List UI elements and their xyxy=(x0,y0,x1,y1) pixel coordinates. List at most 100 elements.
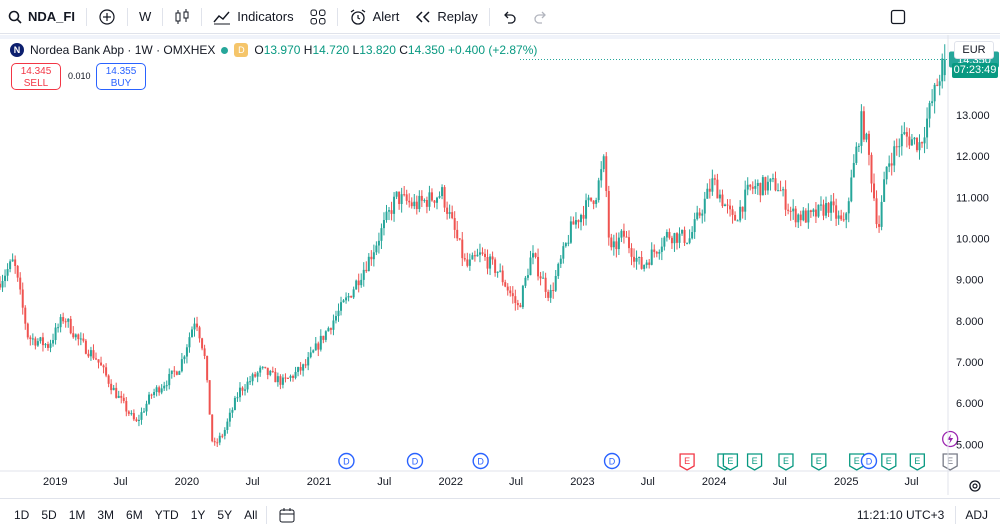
x-tick-label: 2024 xyxy=(702,476,726,488)
x-tick-label: 2020 xyxy=(175,476,199,488)
candle-body xyxy=(155,387,158,393)
earnings-marker-label: E xyxy=(886,456,892,466)
candle-body xyxy=(77,334,80,340)
candle-body xyxy=(317,343,320,350)
replay-button[interactable]: Replay xyxy=(407,0,485,34)
candle-body xyxy=(26,323,29,338)
candle-body xyxy=(125,400,128,412)
candle-body xyxy=(731,209,734,215)
candle-body xyxy=(830,201,833,213)
search-icon xyxy=(8,10,22,24)
timeframe-all[interactable]: All xyxy=(244,507,258,522)
undo-icon xyxy=(503,11,516,24)
redo-icon xyxy=(534,11,546,24)
candle-body xyxy=(787,209,790,211)
legend-title[interactable]: Nordea Bank Abp · 1W · OMXHEX xyxy=(30,43,216,57)
buy-button[interactable]: 14.355 BUY xyxy=(96,63,146,90)
market-status-dot[interactable] xyxy=(221,46,229,54)
candle-body xyxy=(622,230,625,237)
candle-body xyxy=(819,204,822,206)
earnings-marker xyxy=(746,453,763,471)
candle-body xyxy=(259,367,262,373)
interval-button[interactable]: W xyxy=(131,0,159,34)
redo-button[interactable] xyxy=(525,0,557,34)
candle-body xyxy=(678,233,681,243)
candle-body xyxy=(741,206,744,212)
candle-body xyxy=(857,145,860,147)
candle-body xyxy=(218,435,221,443)
timeframe-1d[interactable]: 1D xyxy=(14,507,30,522)
candle-body xyxy=(908,136,911,146)
candle-body xyxy=(539,276,542,279)
candle-body xyxy=(943,59,946,76)
fullscreen-button[interactable] xyxy=(882,0,914,34)
candle-body xyxy=(921,142,924,144)
candle-body xyxy=(127,411,130,414)
x-tick-label: Jul xyxy=(905,476,919,488)
price-chart[interactable]: DDDDEEEEEEEDEEE 5.0006.0007.0008.0009.00… xyxy=(0,35,1000,495)
dividend-marker-label: D xyxy=(866,457,873,467)
candle-body xyxy=(233,397,236,410)
timeframe-ytd[interactable]: YTD xyxy=(154,507,179,522)
candle-body xyxy=(888,163,891,167)
candle-body xyxy=(59,317,62,328)
currency-button[interactable]: EUR xyxy=(954,41,994,59)
toolbar-divider xyxy=(266,505,268,524)
candle-body xyxy=(393,196,396,214)
data-badge[interactable]: D xyxy=(234,43,249,57)
candle-body xyxy=(615,241,618,250)
candle-body xyxy=(458,238,461,240)
alert-button[interactable]: Alert xyxy=(341,0,408,34)
candle-body xyxy=(54,327,57,341)
candle-body xyxy=(264,366,267,368)
timeframe-5y[interactable]: 5Y xyxy=(217,507,233,522)
candle-body xyxy=(153,392,156,396)
candle-body xyxy=(471,255,474,260)
adj-toggle[interactable]: ADJ xyxy=(965,507,988,522)
utc-clock[interactable]: 11:21:10 UTC+3 xyxy=(856,507,945,522)
candle-body xyxy=(582,214,585,219)
timeframe-6m[interactable]: 6M xyxy=(126,507,143,522)
undo-button[interactable] xyxy=(493,0,525,34)
candle-body xyxy=(135,419,138,421)
layouts-button[interactable] xyxy=(302,0,334,34)
candle-body xyxy=(31,338,34,340)
candle-body xyxy=(473,255,476,257)
candle-body xyxy=(289,375,292,378)
candle-body xyxy=(375,245,378,253)
candle-body xyxy=(557,263,560,277)
candle-body xyxy=(276,376,279,383)
candle-body xyxy=(436,197,439,203)
x-tick-label: 2022 xyxy=(438,476,462,488)
candle-body xyxy=(814,209,817,217)
x-tick-label: 2021 xyxy=(307,476,331,488)
timeframe-1y[interactable]: 1Y xyxy=(190,507,206,522)
settings-gear-icon[interactable] xyxy=(967,478,983,494)
chart-area[interactable]: DDDDEEEEEEEDEEE 5.0006.0007.0008.0009.00… xyxy=(0,35,1000,495)
candle-body xyxy=(188,337,191,348)
indicators-button[interactable]: Indicators xyxy=(205,0,301,34)
sell-button[interactable]: 14.345 SELL xyxy=(11,63,61,90)
candle-body xyxy=(496,271,499,273)
bottom-toolbar: 1D 5D 1M 3M 6M YTD 1Y 5Y All 11:21:10 UTC+3 ADJ xyxy=(0,498,1000,530)
candle-body xyxy=(605,156,608,191)
y-tick-label: 13.000 xyxy=(956,110,990,122)
timeframe-1m[interactable]: 1M xyxy=(68,507,86,522)
candle-body xyxy=(564,243,567,247)
compare-button[interactable] xyxy=(90,0,124,34)
timeframe-3m[interactable]: 3M xyxy=(97,507,115,522)
timeframe-5d[interactable]: 5D xyxy=(41,507,57,522)
candle-body xyxy=(380,228,383,241)
date-range-button[interactable] xyxy=(270,498,304,532)
low-value: 13.820 xyxy=(359,43,396,57)
candle-body xyxy=(718,194,721,199)
dividend-marker xyxy=(338,452,355,470)
candle-body xyxy=(630,248,633,257)
candle-body xyxy=(286,377,289,379)
symbol-search[interactable]: NDA_FI xyxy=(0,0,83,34)
chart-type-button[interactable] xyxy=(166,0,198,34)
x-tick-label: Jul xyxy=(113,476,127,488)
candle-body xyxy=(516,303,519,306)
candle-body xyxy=(860,111,863,146)
earnings-marker-label: E xyxy=(684,456,690,466)
